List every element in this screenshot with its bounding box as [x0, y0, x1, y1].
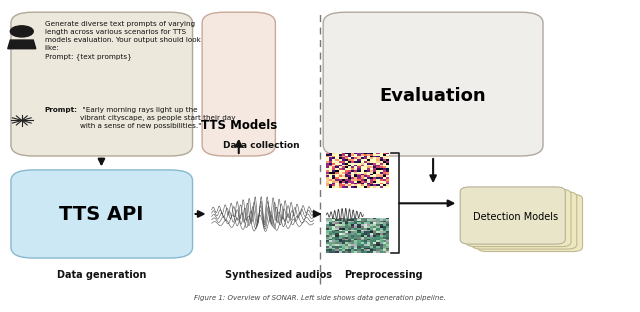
Text: Synthesized audios: Synthesized audios	[225, 270, 332, 280]
FancyBboxPatch shape	[11, 12, 193, 156]
Text: Evaluation: Evaluation	[380, 87, 486, 105]
Text: TTS API: TTS API	[60, 205, 143, 224]
FancyBboxPatch shape	[472, 192, 577, 249]
FancyBboxPatch shape	[477, 194, 582, 251]
Text: Data collection: Data collection	[223, 141, 300, 150]
FancyBboxPatch shape	[323, 12, 543, 156]
Text: Preprocessing: Preprocessing	[344, 270, 423, 280]
Text: Figure 1: Overview of SONAR. Left side shows data generation pipeline.: Figure 1: Overview of SONAR. Left side s…	[194, 295, 446, 301]
Polygon shape	[8, 40, 36, 49]
Circle shape	[10, 26, 33, 37]
Text: TTS Models: TTS Models	[200, 119, 277, 132]
FancyBboxPatch shape	[460, 187, 565, 244]
Text: Data generation: Data generation	[57, 270, 146, 280]
Text: "Early morning rays light up the
vibrant cityscape, as people start their day
wi: "Early morning rays light up the vibrant…	[80, 106, 236, 129]
FancyBboxPatch shape	[11, 170, 193, 258]
Text: Prompt:: Prompt:	[45, 106, 77, 113]
Text: Detection Models: Detection Models	[473, 212, 558, 222]
FancyBboxPatch shape	[466, 189, 571, 246]
Text: Generate diverse text prompts of varying
length across various scenarios for TTS: Generate diverse text prompts of varying…	[45, 22, 200, 60]
FancyBboxPatch shape	[202, 12, 275, 156]
